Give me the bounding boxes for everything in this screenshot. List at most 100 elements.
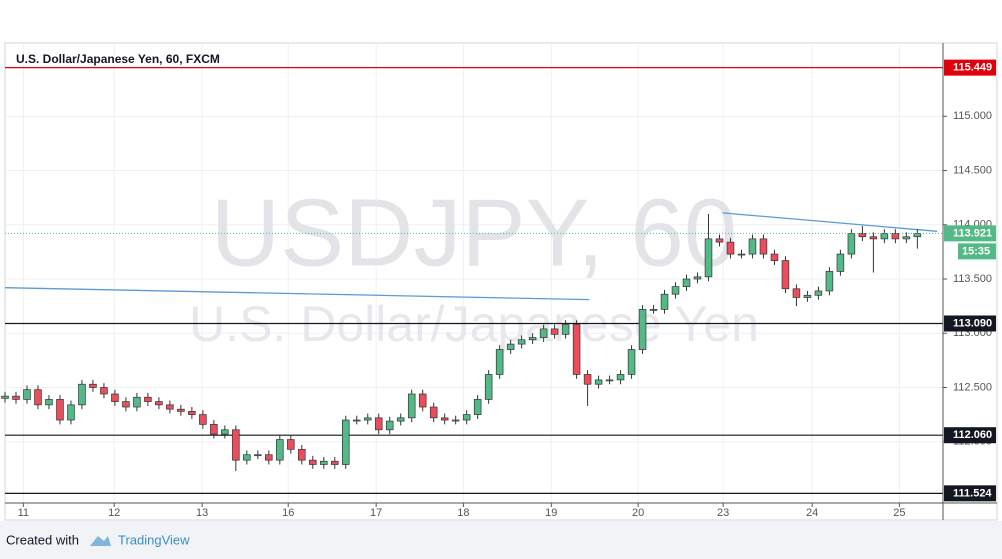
- candle-body: [243, 454, 251, 461]
- level-label-badge: [944, 59, 996, 76]
- level-label: 113.090: [953, 317, 992, 329]
- candle-body: [298, 448, 306, 461]
- candle-body: [166, 404, 174, 410]
- candle-body: [385, 420, 394, 431]
- x-tick-label: 12: [108, 507, 120, 519]
- candle-body: [100, 387, 108, 395]
- level-label-badge: [944, 485, 996, 502]
- candle-body: [605, 379, 614, 382]
- candle-body: [287, 439, 295, 450]
- candle-body: [770, 253, 779, 261]
- candle-body: [440, 417, 449, 421]
- y-tick-label: 114.500: [953, 164, 992, 176]
- candle-body: [858, 233, 867, 238]
- candle-body: [594, 379, 603, 385]
- last-time-badge: [958, 243, 996, 260]
- candle-body: [484, 374, 493, 400]
- candle-body: [792, 288, 801, 298]
- last-price-label-badge: [944, 225, 996, 242]
- candle-body: [825, 271, 834, 292]
- candle-body: [869, 236, 878, 240]
- level-label: 115.449: [953, 62, 992, 74]
- candle-body: [374, 417, 383, 431]
- candle-body: [660, 293, 669, 310]
- footer-text: Created with: [6, 532, 79, 547]
- candle-body: [473, 399, 482, 415]
- candle-body: [254, 454, 262, 457]
- level-label: 111.524: [953, 487, 992, 499]
- candle-body: [155, 401, 163, 406]
- candle-body: [704, 238, 713, 278]
- candle-body: [352, 419, 361, 422]
- candle-body: [539, 328, 548, 338]
- x-tick-label: 24: [806, 507, 818, 519]
- candle-body: [111, 393, 119, 402]
- y-tick-label: 113.500: [953, 273, 992, 285]
- level-label: 112.060: [953, 429, 992, 441]
- candle-body: [847, 233, 856, 255]
- candle-body: [902, 236, 911, 240]
- candle-body: [891, 233, 900, 240]
- candle-body: [726, 241, 735, 255]
- trendline: [4, 287, 590, 301]
- candle-body: [210, 424, 218, 435]
- candle-body: [56, 399, 64, 421]
- candle-body: [78, 383, 86, 406]
- candle-body: [627, 349, 636, 375]
- candle-body: [232, 429, 240, 461]
- candle-body: [814, 290, 823, 296]
- candle-body: [715, 238, 724, 243]
- y-tick-label: 112.500: [953, 381, 992, 393]
- candle-body: [276, 439, 284, 461]
- candle-body: [517, 339, 526, 345]
- candle-body: [177, 408, 185, 412]
- candle-body: [616, 374, 625, 381]
- candle-body: [89, 383, 97, 388]
- candle-body: [671, 286, 680, 295]
- candle-body: [221, 429, 229, 435]
- candle-body: [462, 414, 471, 421]
- x-tick-label: 20: [632, 507, 644, 519]
- candle-body: [188, 410, 196, 415]
- level-label-badge: [944, 315, 996, 332]
- x-tick-label: 23: [717, 507, 729, 519]
- footer-bar: [0, 521, 1002, 559]
- candle-body: [759, 238, 768, 255]
- y-tick-label: 115.000: [953, 110, 992, 122]
- x-tick-label: 17: [370, 507, 382, 519]
- candle-body: [561, 324, 570, 335]
- candle-body: [451, 419, 460, 422]
- candle-body: [583, 374, 592, 385]
- candle-body: [495, 349, 504, 375]
- candle-body: [649, 309, 658, 311]
- candle-body: [913, 233, 922, 238]
- candle-body: [45, 399, 53, 406]
- candle-body: [682, 278, 691, 287]
- candle-body: [133, 396, 141, 408]
- candle-body: [320, 460, 328, 465]
- candle-body: [880, 233, 889, 240]
- candle-body: [12, 395, 20, 400]
- candle-body: [528, 337, 537, 341]
- footer-brand[interactable]: TradingView: [118, 532, 190, 547]
- candle-body: [23, 389, 31, 400]
- x-tick-label: 11: [18, 507, 29, 519]
- candle-body: [67, 404, 75, 421]
- watermark-subtitle: U.S. Dollar/Japanese Yen: [189, 296, 759, 352]
- candle-body: [309, 459, 317, 465]
- candle-body: [396, 417, 405, 422]
- candle-body: [693, 276, 702, 280]
- last-price-label: 113.921: [953, 227, 992, 239]
- candle-body: [737, 253, 746, 256]
- candle-body: [836, 253, 845, 272]
- last-time-label: 15:35: [962, 245, 990, 257]
- x-tick-label: 18: [457, 507, 469, 519]
- candle-body: [407, 393, 416, 419]
- candle-body: [199, 414, 207, 425]
- x-tick-label: 16: [282, 507, 294, 519]
- x-tick-label: 19: [545, 507, 557, 519]
- candle-body: [342, 419, 350, 465]
- candle-body: [418, 393, 427, 408]
- candle-body: [34, 389, 42, 406]
